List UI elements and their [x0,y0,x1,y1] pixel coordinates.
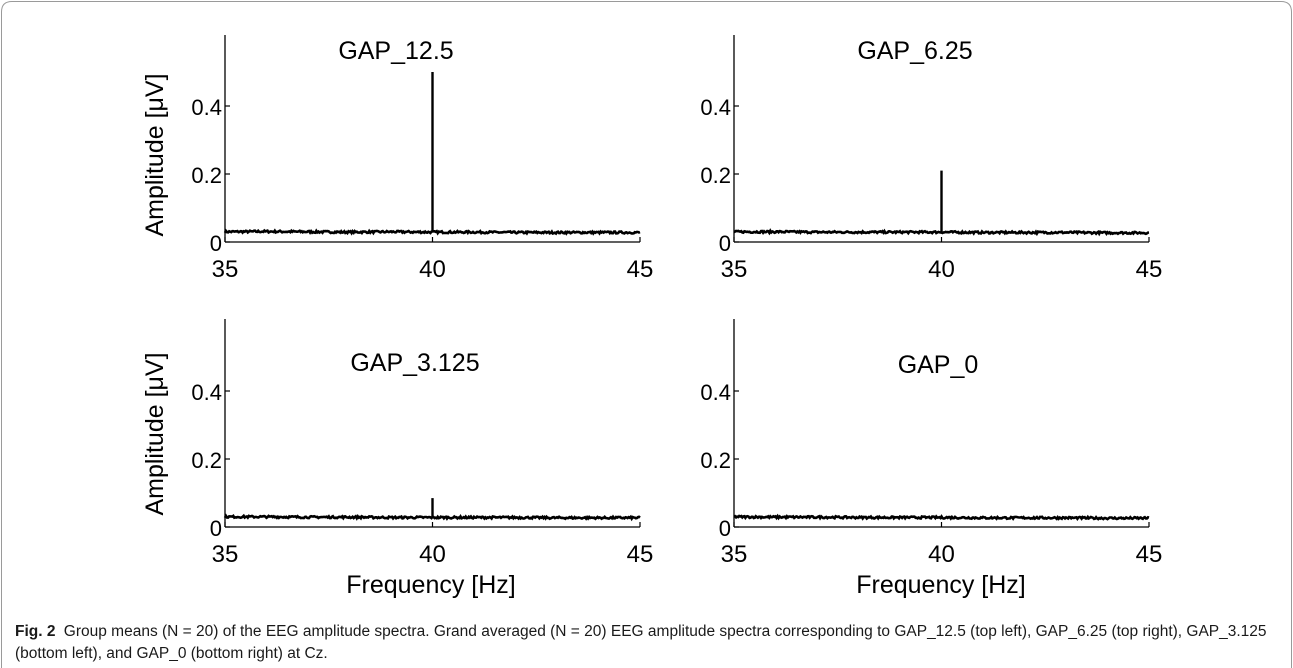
panel-gap-3-125: 0 0.2 0.4 35 40 45 GAP_3.125 Amplitude [μV] F… [141,319,653,599]
y-tick-label: 0 [210,516,222,541]
x-tick-label: 40 [928,541,955,568]
panel-gap-12-5: 0 0.2 0.4 35 40 45 GAP_12.5 Amplitude [μV] [141,35,653,283]
spectrum-trace [733,228,1150,237]
y-tick-label: 0.2 [191,163,222,188]
x-tick-label: 40 [419,256,446,283]
x-tick-label: 40 [419,541,446,568]
y-axis-label: Amplitude [μV] [141,73,169,236]
y-tick-label: 0 [210,231,222,256]
x-tick-label: 35 [212,541,239,568]
x-tick-label: 35 [721,541,748,568]
axis-ticks: 0 0.2 0.4 35 40 45 [700,380,1162,568]
panel-title: GAP_12.5 [338,37,453,65]
y-tick-label: 0.2 [700,163,731,188]
x-tick-label: 40 [928,256,955,283]
y-tick-label: 0.4 [191,380,222,405]
y-axis-label: Amplitude [μV] [141,352,169,515]
y-tick-label: 0.2 [700,448,731,473]
panel-gap-0: 0 0.2 0.4 35 40 45 GAP_0 Frequency [Hz] [700,319,1162,599]
x-tick-label: 45 [1136,256,1163,283]
x-tick-label: 35 [721,256,748,283]
y-tick-label: 0 [719,516,731,541]
y-tick-label: 0 [719,231,731,256]
x-axis-label: Frequency [Hz] [856,571,1026,599]
axis-ticks: 0 0.2 0.4 35 40 45 [191,380,653,568]
y-tick-label: 0.4 [700,95,731,120]
figure-label: Fig. 2 [15,623,56,640]
x-tick-label: 45 [627,541,654,568]
panel-gap-6-25: 0 0.2 0.4 35 40 45 GAP_6.25 [700,35,1162,283]
x-axis-label: Frequency [Hz] [346,571,516,599]
panel-title: GAP_0 [898,351,979,379]
y-tick-label: 0.4 [191,95,222,120]
y-tick-label: 0.4 [700,380,731,405]
panel-title: GAP_6.25 [857,37,972,65]
axis-ticks: 0 0.2 0.4 35 40 45 [191,95,653,283]
panel-title: GAP_3.125 [350,349,479,377]
axis-ticks: 0 0.2 0.4 35 40 45 [700,95,1162,283]
figure-caption: Fig. 2 Group means (N = 20) of the EEG a… [15,621,1283,665]
y-tick-label: 0.2 [191,448,222,473]
x-tick-label: 45 [627,256,654,283]
x-tick-label: 35 [212,256,239,283]
spectrum-trace [733,513,1150,522]
caption-text: Group means (N = 20) of the EEG amplitud… [15,623,1267,662]
x-tick-label: 45 [1136,541,1163,568]
